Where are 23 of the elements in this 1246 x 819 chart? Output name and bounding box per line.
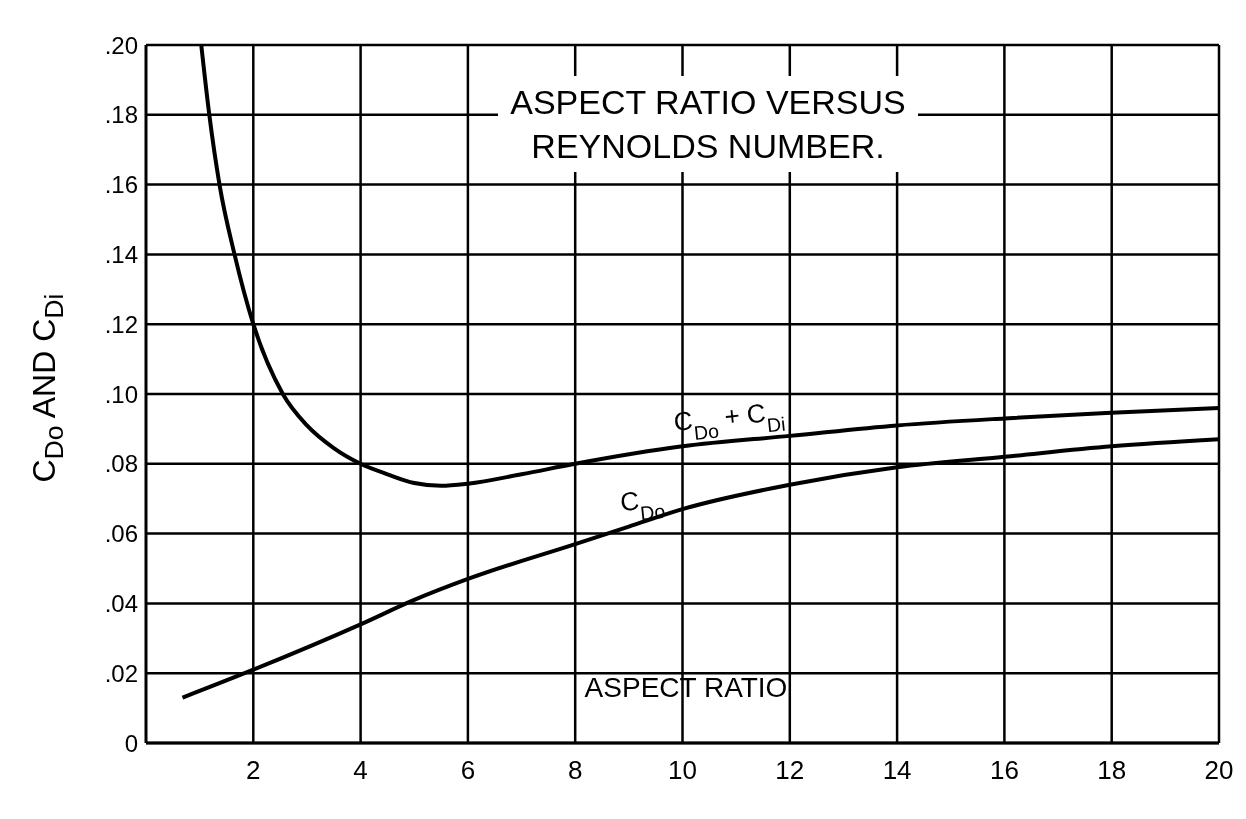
text: ASPECT RATIO VERSUS REYNOLDS NUMBER. xyxy=(498,76,918,172)
x-tick-label: 10 xyxy=(668,755,697,786)
y-tick-label: .06 xyxy=(104,520,138,548)
x-tick-label: 14 xyxy=(882,755,912,786)
y-tick-label: .10 xyxy=(104,380,138,408)
text: C$_{Do}$ + C$_{Di}$ xyxy=(672,397,787,445)
x-tick-label: 18 xyxy=(1097,755,1127,786)
x-tick-label: 6 xyxy=(460,755,476,786)
y-tick-label: .20 xyxy=(104,31,138,59)
y-tick-label: .18 xyxy=(104,101,138,129)
y-tick-label: .08 xyxy=(104,450,138,478)
x-tick-label: 8 xyxy=(567,755,583,786)
x-tick-label: 16 xyxy=(989,755,1019,786)
y-tick-label: .14 xyxy=(104,240,138,268)
x-tick-label: 20 xyxy=(1204,755,1234,786)
x-tick-label: 4 xyxy=(353,755,368,786)
x-tick-label: 12 xyxy=(775,755,805,786)
y-tick-label: 0 xyxy=(124,729,138,757)
x-tick-label: 2 xyxy=(246,755,261,786)
y-tick-label: .16 xyxy=(104,171,138,199)
y-tick-label: .04 xyxy=(104,589,138,617)
y-tick-label: .02 xyxy=(104,659,138,687)
y-tick-label: .12 xyxy=(104,310,138,338)
